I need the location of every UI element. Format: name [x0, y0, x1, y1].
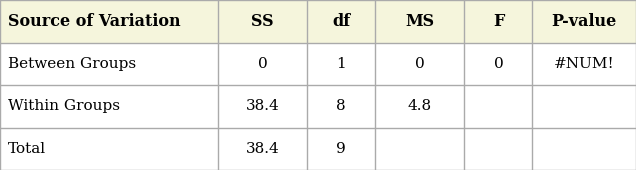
Text: SS: SS: [251, 13, 274, 30]
Text: 38.4: 38.4: [245, 99, 279, 113]
Text: 0: 0: [415, 57, 425, 71]
Bar: [0, 85, 218, 128]
Text: P-value: P-value: [551, 13, 617, 30]
Bar: [464, 128, 532, 170]
Bar: [532, 85, 636, 128]
Bar: [464, 85, 532, 128]
Text: Source of Variation: Source of Variation: [8, 13, 180, 30]
Bar: [375, 85, 464, 128]
Bar: [375, 0, 464, 42]
Text: 9: 9: [336, 142, 346, 156]
Bar: [464, 0, 532, 42]
Bar: [532, 42, 636, 85]
Bar: [218, 128, 307, 170]
Bar: [464, 42, 532, 85]
Text: 8: 8: [336, 99, 346, 113]
Text: 38.4: 38.4: [245, 142, 279, 156]
Bar: [532, 128, 636, 170]
Bar: [307, 0, 375, 42]
Bar: [0, 0, 218, 42]
Bar: [0, 128, 218, 170]
Text: #NUM!: #NUM!: [554, 57, 614, 71]
Bar: [307, 128, 375, 170]
Text: Total: Total: [8, 142, 46, 156]
Bar: [375, 42, 464, 85]
Bar: [532, 0, 636, 42]
Text: df: df: [332, 13, 350, 30]
Text: 4.8: 4.8: [408, 99, 432, 113]
Text: 0: 0: [494, 57, 503, 71]
Bar: [218, 85, 307, 128]
Text: 1: 1: [336, 57, 346, 71]
Bar: [307, 42, 375, 85]
Text: 0: 0: [258, 57, 268, 71]
Text: F: F: [493, 13, 504, 30]
Text: Within Groups: Within Groups: [8, 99, 120, 113]
Bar: [0, 42, 218, 85]
Bar: [375, 128, 464, 170]
Text: Between Groups: Between Groups: [8, 57, 135, 71]
Bar: [307, 85, 375, 128]
Text: MS: MS: [405, 13, 434, 30]
Bar: [218, 42, 307, 85]
Bar: [218, 0, 307, 42]
